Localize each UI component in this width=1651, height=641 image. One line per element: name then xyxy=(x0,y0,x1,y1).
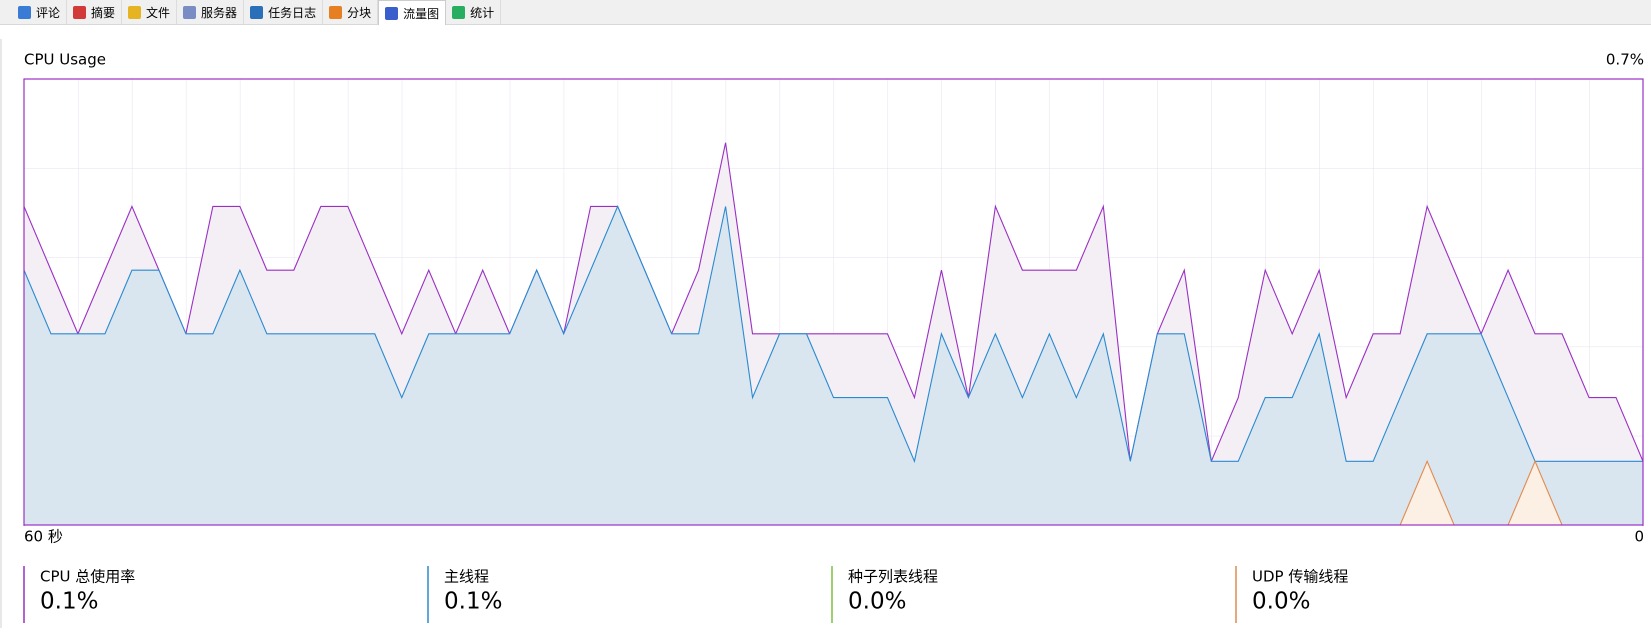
legend-name: UDP 传输线程 xyxy=(1252,568,1348,586)
y-tick-label: 0.7% xyxy=(1606,51,1644,69)
tab-icon xyxy=(73,5,87,19)
tab-icon xyxy=(18,5,31,19)
tab[interactable]: 统计 xyxy=(446,0,502,24)
page: 评论 摘要 文件 服务器 任务日志 分块 流量图 统计 CPU Usage 60 秒 0 0.7%… xyxy=(0,0,1651,628)
x-tick-label: 0 xyxy=(1634,528,1644,546)
legend-name: CPU 总使用率 xyxy=(40,568,135,586)
legend-value: 0.1% xyxy=(444,589,502,615)
tab[interactable]: 文件 xyxy=(122,0,178,24)
plot-frame xyxy=(23,78,1644,526)
chart: CPU Usage 60 秒 0 0.7% CPU 总使用率 0.1% 主线程 0.1% 种子… xyxy=(0,39,1644,628)
tab-icon xyxy=(128,5,142,19)
tab-bar: 评论 摘要 文件 服务器 任务日志 分块 流量图 统计 xyxy=(0,0,1651,25)
legend-value: 0.0% xyxy=(848,589,906,615)
tab[interactable]: 服务器 xyxy=(177,0,245,24)
tab-icon xyxy=(452,5,466,19)
tab-label: 流量图 xyxy=(403,6,440,21)
area-fill xyxy=(24,206,1643,525)
legend-name: 主线程 xyxy=(444,568,489,586)
legend-value: 0.0% xyxy=(1252,589,1310,615)
tab-label: 评论 xyxy=(36,5,61,20)
tab-icon xyxy=(329,5,343,19)
tab-label: 文件 xyxy=(146,5,171,20)
tab-icon xyxy=(183,5,197,19)
tab[interactable]: 任务日志 xyxy=(244,0,324,24)
legend-name: 种子列表线程 xyxy=(848,568,938,586)
area-line xyxy=(23,205,1643,464)
tab-label: 分块 xyxy=(347,5,372,20)
chart-title: CPU Usage xyxy=(24,51,106,69)
tab-label: 统计 xyxy=(470,5,495,20)
tab-label: 服务器 xyxy=(201,5,238,20)
tab[interactable]: 分块 xyxy=(323,0,379,24)
tab-icon xyxy=(385,6,399,20)
tab-icon xyxy=(250,5,264,19)
area-line xyxy=(23,142,1644,464)
tab[interactable]: 流量图 xyxy=(378,0,447,25)
tab-label: 摘要 xyxy=(91,5,116,20)
tab[interactable]: 评论 xyxy=(12,0,68,24)
x-tick-label: 60 秒 xyxy=(24,528,63,546)
legend-value: 0.1% xyxy=(40,589,98,615)
tab-label: 任务日志 xyxy=(268,5,317,20)
tab[interactable]: 摘要 xyxy=(67,0,123,24)
